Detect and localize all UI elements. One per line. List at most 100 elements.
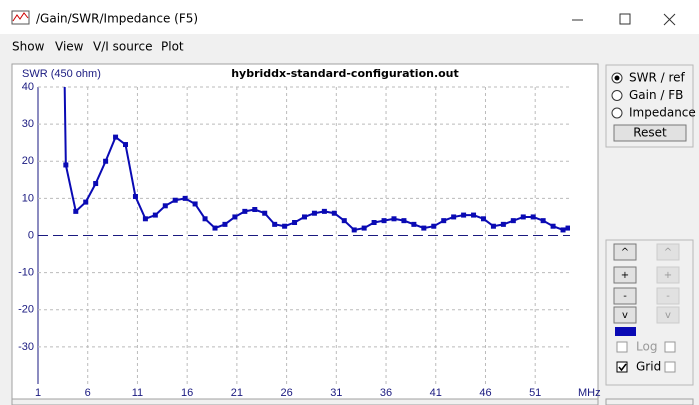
data-point [490,223,496,229]
y-tick-label: 0 [28,229,34,241]
data-point [242,208,248,214]
data-point [123,142,129,148]
x-tick-label: 26 [280,387,292,399]
y-tick-label: -20 [18,304,34,316]
data-point [540,218,546,224]
y-tick-label: 10 [22,192,34,204]
data-point [441,218,447,224]
chart-panel [11,63,599,401]
data-point [73,208,79,214]
checkbox [616,341,628,353]
step-button [656,266,680,284]
radio-label: SWR / ref [629,71,686,85]
data-point [192,201,198,207]
step-label: + [664,270,672,281]
menu-item[interactable]: Plot [161,40,184,54]
x-tick-label: 6 [85,387,91,399]
data-point [530,214,536,220]
checkbox-right[interactable] [664,361,676,373]
x-tick-label: 1 [35,387,41,399]
data-point [411,221,417,227]
radio-dot [614,75,620,81]
close-button[interactable] [663,13,676,26]
radio[interactable] [611,107,623,119]
radio[interactable] [611,90,623,101]
data-point [282,223,288,229]
data-point [83,199,89,205]
x-tick-label: 11 [132,387,143,399]
chart-title: hybriddx-standard-configuration.out [231,67,459,80]
data-point [351,227,357,233]
data-point [500,221,506,227]
x-tick-label: 36 [380,387,392,399]
data-point [361,225,367,231]
data-point [93,181,99,187]
menu-item[interactable]: View [55,40,84,54]
step-button [656,287,680,305]
check-mark [618,363,627,372]
mode-group [605,64,694,148]
menu-item[interactable]: V/I source [93,40,152,54]
step-button[interactable] [613,266,637,284]
color-swatch[interactable] [615,327,636,336]
data-point [311,210,317,216]
y-axis-label: SWR (450 ohm) [22,68,101,80]
reset-button[interactable] [613,124,687,142]
scale-group [605,239,694,386]
y-tick-label: -30 [18,341,34,353]
checkbox-label: Log [636,340,657,354]
data-point [431,223,437,229]
checkbox-right[interactable] [664,341,676,353]
data-point [381,218,387,224]
data-point [202,216,208,222]
status-bar [11,398,599,405]
maximize-button[interactable] [619,13,631,25]
data-point [321,208,327,214]
y-tick-label: -10 [18,267,34,279]
radio-label: Impedance [629,106,696,120]
data-point [565,225,570,231]
data-point [520,214,526,220]
data-point [162,203,168,209]
data-point [132,194,138,200]
data-point [172,197,178,203]
data-point [232,214,238,220]
step-button [656,243,680,261]
step-label: - [666,291,670,302]
data-point [222,221,228,227]
data-point [103,158,109,164]
data-point [471,212,477,218]
step-label: v [665,310,671,321]
step-button[interactable] [613,243,637,261]
data-point [113,134,119,140]
data-point [142,216,148,222]
y-tick-label: 30 [22,118,34,130]
radio-label: Gain / FB [629,88,683,102]
checkbox[interactable] [616,361,628,373]
data-point [461,212,467,218]
menu-item[interactable]: Show [12,40,45,54]
data-point [480,216,486,222]
status-box [605,398,694,405]
step-label: + [621,270,629,281]
data-point [262,210,268,216]
step-button[interactable] [613,287,637,305]
data-point [510,218,516,224]
data-point [560,227,566,233]
x-tick-label: 51 [529,387,541,399]
step-button[interactable] [613,306,637,324]
data-point [252,207,258,213]
step-button [656,306,680,324]
step-label: ^ [621,247,629,258]
data-point [451,214,457,220]
app-icon-line [12,12,29,22]
step-label: ^ [664,247,672,258]
data-point [292,220,298,226]
data-point [550,223,556,229]
title-bar [0,0,699,34]
x-tick-label: 16 [181,387,193,399]
data-point [301,214,307,220]
data-point [421,225,427,231]
y-tick-label: 40 [22,81,34,93]
